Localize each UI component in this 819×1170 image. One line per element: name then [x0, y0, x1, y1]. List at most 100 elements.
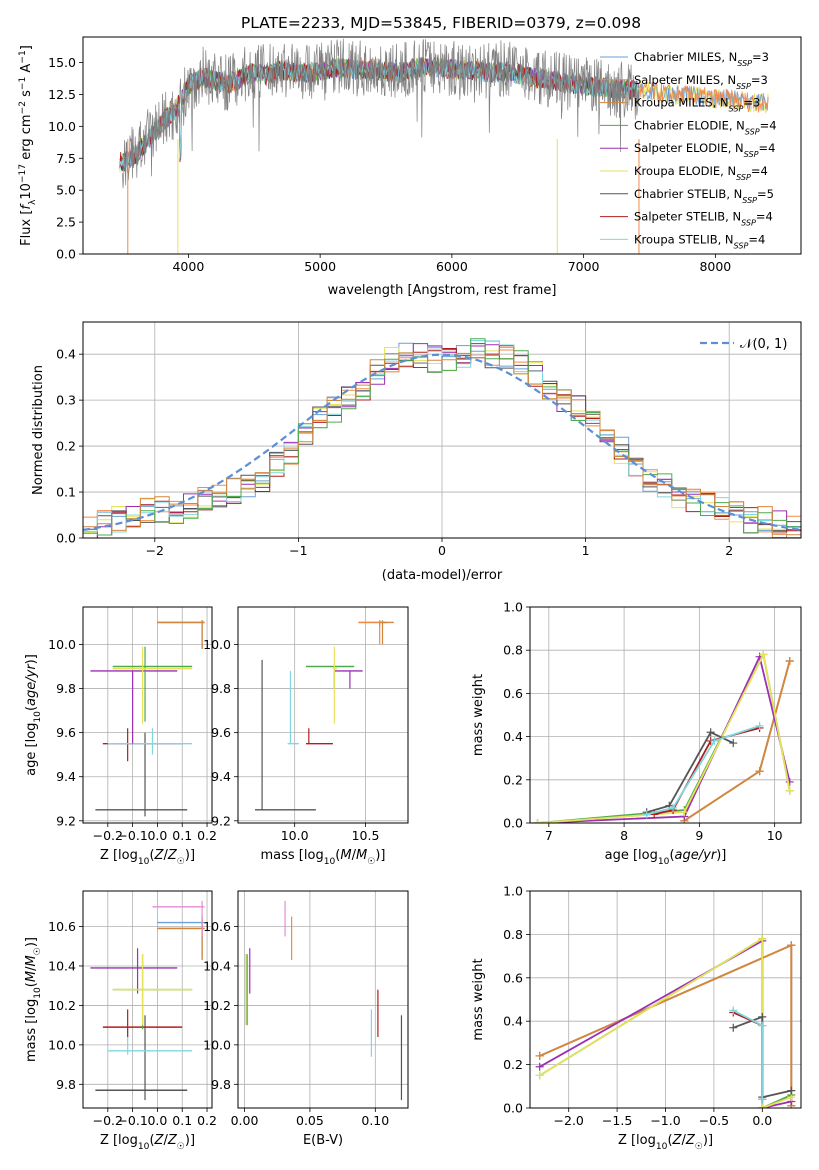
weight-line	[683, 660, 791, 822]
x-tick-label: 4000	[172, 259, 204, 274]
panel-age-vs-Z: −0.2−0.1 0.0 0.1 0.2 9.2 9.4 9.6 9.8 10.0 Z [log1…	[24, 606, 217, 867]
weight-marker	[787, 1086, 796, 1095]
legend: Chabrier MILES, NSSP=3 Salpeter MILES, NS…	[600, 50, 777, 250]
legend-entry: Chabrier MILES, NSSP=3	[634, 50, 769, 68]
legend-entry: Salpeter STELIB, NSSP=4	[634, 210, 773, 228]
y-tick-label: 0.0	[56, 247, 76, 262]
y-tick-label: 9.8	[56, 681, 76, 696]
plot-area-residuals	[83, 322, 801, 538]
plot-area-age-vs-mass	[238, 607, 408, 823]
y-tick-label: 5.0	[56, 183, 76, 198]
weight-marker	[755, 767, 764, 776]
legend: 𝒩(0, 1)	[700, 337, 787, 352]
weight-marker	[758, 934, 767, 943]
weight-marker	[642, 810, 651, 819]
y-tick-label: 0.3	[56, 393, 76, 408]
x-tick-label: 7	[545, 828, 553, 843]
y-tick-label: 0.2	[503, 772, 523, 787]
y-tick-label: 0.0	[503, 816, 523, 831]
weight-marker	[729, 1023, 738, 1032]
x-axis-label: E(B-V)	[303, 1133, 343, 1148]
histogram-step	[83, 338, 801, 538]
y-tick-label: 0.6	[503, 686, 523, 701]
axes-frame	[82, 890, 213, 1109]
legend-entry: Kroupa MILES, NSSP=3	[634, 96, 760, 114]
y-tick-label: 9.2	[56, 813, 76, 828]
weight-marker	[759, 650, 768, 659]
panel-spectrum: 4000 5000 6000 7000 8000 0.0 2.5 5.0 7.5 10.0 12.5…	[18, 36, 802, 298]
weight-marker	[758, 1104, 767, 1108]
y-tick-label: 10.4	[48, 958, 76, 973]
panel-weight-vs-Z: −2.0 −1.5 −1.0 −0.5 0.0 0.0 0.2 0.4 0.6 0.8 1.0 Z […	[471, 884, 802, 1152]
weight-line	[537, 654, 791, 823]
x-tick-label: 6000	[436, 259, 468, 274]
normal-curve	[83, 353, 801, 531]
x-tick-label: 1	[582, 543, 590, 558]
y-axis-label: mass weight	[471, 674, 486, 756]
x-tick-label: 0	[438, 543, 446, 558]
legend-entry: Salpeter ELODIE, NSSP=4	[634, 141, 775, 159]
y-tick-label: 10.0	[48, 1037, 76, 1052]
x-axis-label: Z [log10(Z/Z☉)]	[100, 1133, 195, 1152]
x-tick-label: −0.2	[93, 1113, 123, 1128]
y-axis-label: age [log10(age/yr)]	[24, 654, 43, 776]
y-tick-label: 9.8	[211, 1077, 231, 1092]
weight-marker	[785, 786, 794, 795]
weight-marker	[706, 728, 715, 737]
panel-residuals: −2 −1 0 1 2 0.0 0.1 0.2 0.3 0.4 (data-model)/error…	[31, 321, 802, 583]
y-tick-label: 9.6	[56, 725, 76, 740]
plot-area-age-vs-Z	[83, 607, 212, 823]
plot-area-spectrum	[119, 38, 769, 254]
x-tick-label: 0.1	[172, 1113, 192, 1128]
y-tick-label: 10.0	[203, 1037, 231, 1052]
weight-marker	[785, 777, 794, 786]
weight-line	[683, 660, 791, 822]
y-axis-label: mass [log10(M/M☉)]	[24, 937, 43, 1062]
plot-area-mass-vs-Z	[83, 891, 212, 1108]
x-axis-label: mass [log10(M/M☉)]	[261, 848, 386, 867]
weight-line	[683, 660, 791, 822]
weight-line	[537, 651, 791, 823]
x-tick-label: −0.1	[117, 1113, 147, 1128]
x-tick-label: 0.00	[231, 1113, 259, 1128]
x-tick-label: 0.0	[752, 1113, 772, 1128]
y-tick-label: 10.4	[203, 958, 231, 973]
legend-entry: Kroupa STELIB, NSSP=4	[634, 232, 765, 250]
plot-area-mass-vs-EBV	[238, 891, 408, 1108]
panel-age-vs-mass: 10.0 10.5 9.2 9.4 9.6 9.8 10.0 mass [log10(M/M☉…	[203, 606, 409, 867]
y-tick-label: 0.4	[503, 729, 523, 744]
y-tick-label: 10.0	[203, 637, 231, 652]
panel-mass-vs-EBV: 0.00 0.05 0.10 9.8 10.0 10.2 10.4 10.6 E(B-V)	[203, 890, 409, 1148]
x-tick-label: 8000	[699, 259, 731, 274]
data-spectrum-line	[122, 38, 640, 189]
plot-area-weight-vs-age	[530, 607, 801, 823]
y-tick-label: 10.2	[48, 998, 76, 1013]
y-tick-label: 1.0	[503, 884, 523, 899]
axes-frame	[237, 890, 409, 1109]
x-axis-label: age [log10(age/yr)]	[605, 848, 727, 867]
y-tick-label: 10.6	[203, 919, 231, 934]
legend-entry: 𝒩(0, 1)	[740, 337, 787, 352]
x-tick-label: 10	[767, 828, 783, 843]
weight-line	[537, 651, 791, 823]
legend-entry: Kroupa ELODIE, NSSP=4	[634, 164, 768, 182]
y-tick-label: 12.5	[48, 87, 76, 102]
plot-area-weight-vs-Z	[530, 891, 801, 1108]
axes-frame	[82, 606, 213, 824]
weight-marker	[535, 1051, 544, 1060]
weight-marker	[710, 736, 719, 745]
y-tick-label: 0.0	[56, 531, 76, 546]
weight-marker	[729, 739, 738, 748]
y-axis-label: Flux [fλ10−17 erg cm−2 s−1 A−1]	[18, 45, 38, 246]
axes-frame	[237, 606, 409, 824]
figure-title: PLATE=2233, MJD=53845, FIBERID=0379, z=0…	[241, 14, 641, 32]
weight-marker	[758, 1012, 767, 1021]
legend-entry: Salpeter MILES, NSSP=3	[634, 73, 768, 91]
y-tick-label: 0.4	[56, 347, 76, 362]
x-tick-label: 5000	[304, 259, 336, 274]
panel-weight-vs-age: 7 8 9 10 0.0 0.2 0.4 0.6 0.8 1.0 age [log10(age/yr…	[471, 600, 802, 867]
weight-marker	[680, 808, 689, 817]
weight-marker	[669, 803, 678, 812]
y-tick-label: 9.4	[211, 769, 231, 784]
